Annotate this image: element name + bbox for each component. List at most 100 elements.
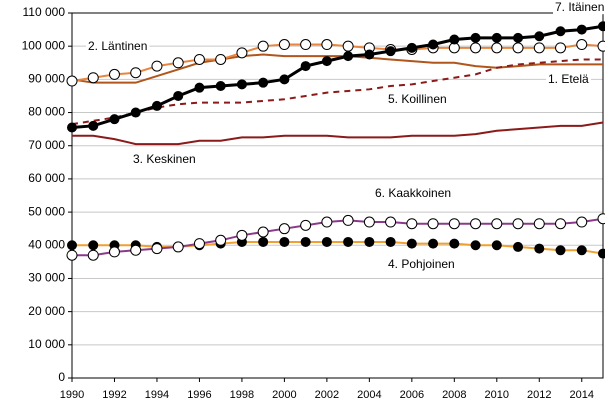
point bbox=[491, 240, 502, 251]
point bbox=[597, 213, 605, 225]
label-background bbox=[386, 257, 457, 272]
series-label: 7. Itäinen bbox=[555, 0, 604, 14]
point bbox=[534, 243, 545, 254]
series-line bbox=[72, 121, 604, 146]
series-label: 5. Koillinen bbox=[388, 92, 447, 106]
point bbox=[300, 219, 312, 231]
point bbox=[449, 34, 460, 45]
point bbox=[321, 56, 332, 67]
point bbox=[470, 32, 481, 43]
x-tick-label: 2010 bbox=[485, 389, 509, 401]
series-label: 6. Kaakkoinen bbox=[375, 186, 451, 200]
point bbox=[87, 249, 99, 261]
point bbox=[406, 238, 417, 249]
point bbox=[406, 218, 418, 230]
point bbox=[300, 61, 311, 72]
point bbox=[279, 74, 290, 85]
point bbox=[279, 236, 290, 247]
y-tick-label: 40 000 bbox=[28, 237, 65, 251]
point bbox=[151, 243, 163, 255]
point bbox=[87, 72, 99, 84]
point bbox=[258, 236, 269, 247]
point bbox=[257, 226, 269, 238]
point bbox=[236, 79, 247, 90]
point bbox=[236, 47, 248, 59]
point bbox=[342, 214, 354, 226]
x-tick-label: 1992 bbox=[102, 389, 126, 401]
point bbox=[130, 107, 141, 118]
point bbox=[470, 42, 482, 54]
point bbox=[172, 57, 184, 69]
point bbox=[342, 40, 354, 52]
point bbox=[470, 240, 481, 251]
point bbox=[512, 218, 524, 230]
point bbox=[449, 238, 460, 249]
point bbox=[215, 234, 227, 246]
point bbox=[555, 245, 566, 256]
point bbox=[67, 122, 77, 133]
y-tick-label: 60 000 bbox=[28, 171, 65, 185]
point bbox=[193, 238, 205, 250]
series-label: 2. Läntinen bbox=[88, 39, 147, 53]
point bbox=[343, 236, 354, 247]
point bbox=[364, 49, 375, 60]
point bbox=[321, 216, 333, 228]
point bbox=[300, 236, 311, 247]
point bbox=[215, 53, 227, 65]
label-background bbox=[553, 0, 605, 15]
x-tick-label: 1990 bbox=[60, 389, 84, 401]
point bbox=[555, 42, 567, 54]
point bbox=[491, 32, 502, 43]
y-tick-label: 30 000 bbox=[28, 271, 65, 285]
point bbox=[108, 246, 120, 258]
series-label: 3. Keskinen bbox=[133, 152, 196, 166]
point bbox=[576, 39, 588, 51]
series-line bbox=[71, 43, 604, 83]
point bbox=[236, 229, 248, 241]
point bbox=[491, 218, 503, 230]
point bbox=[428, 39, 439, 50]
plot-frame bbox=[71, 12, 604, 379]
label-background bbox=[131, 152, 198, 167]
series-line bbox=[71, 58, 603, 126]
y-tick-label: 100 000 bbox=[22, 38, 66, 52]
point bbox=[321, 39, 333, 51]
point bbox=[257, 40, 269, 52]
point bbox=[300, 39, 312, 51]
point bbox=[194, 82, 205, 93]
point bbox=[151, 100, 162, 111]
series-label: 4. Pohjoinen bbox=[388, 257, 455, 271]
point bbox=[534, 31, 545, 42]
point bbox=[598, 248, 605, 259]
point bbox=[364, 236, 375, 247]
point bbox=[193, 53, 205, 65]
y-tick-label: 90 000 bbox=[28, 72, 65, 86]
point bbox=[88, 240, 99, 251]
point bbox=[173, 90, 184, 101]
point bbox=[597, 40, 605, 52]
x-tick-label: 2002 bbox=[315, 389, 339, 401]
point bbox=[428, 238, 439, 249]
point bbox=[555, 26, 566, 37]
point bbox=[598, 21, 605, 32]
point bbox=[130, 67, 142, 79]
point bbox=[67, 240, 77, 251]
label-background bbox=[373, 186, 454, 201]
label-background bbox=[86, 39, 150, 54]
point bbox=[491, 42, 503, 54]
y-tick-label: 80 000 bbox=[28, 105, 65, 119]
point bbox=[109, 114, 120, 125]
point bbox=[278, 223, 290, 235]
x-tick-label: 2014 bbox=[570, 389, 594, 401]
point bbox=[513, 32, 524, 43]
point bbox=[385, 236, 396, 247]
point bbox=[321, 236, 332, 247]
series-label: 1. Etelä bbox=[548, 72, 589, 86]
point bbox=[88, 120, 99, 131]
x-tick-label: 1994 bbox=[145, 389, 169, 401]
point bbox=[555, 218, 567, 230]
point bbox=[66, 75, 78, 87]
x-tick-label: 2006 bbox=[400, 389, 424, 401]
x-tick-label: 2008 bbox=[442, 389, 466, 401]
